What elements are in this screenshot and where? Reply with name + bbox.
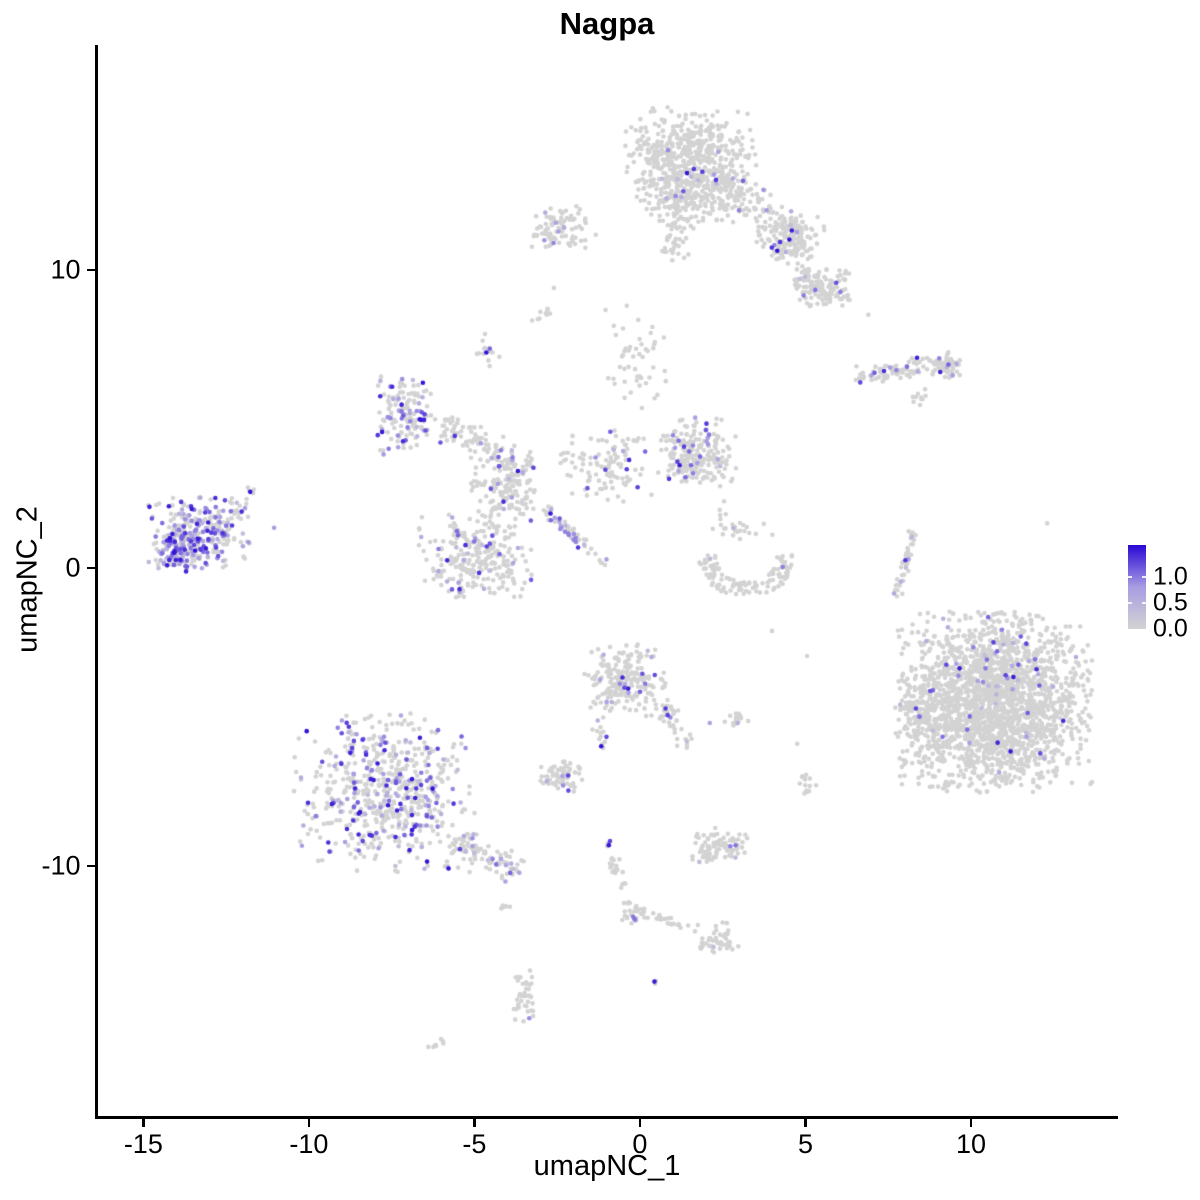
x-axis-line [94, 1115, 1118, 1119]
x-tick-label: 0 [632, 1128, 648, 1159]
x-tick-mark [969, 1118, 973, 1127]
legend-bar-tick [1128, 601, 1132, 604]
legend-tick-label: 0.0 [1153, 614, 1188, 643]
legend-bar-tick [1142, 575, 1146, 578]
x-tick-label: -10 [289, 1128, 329, 1159]
legend-tick-label: 0.5 [1153, 588, 1188, 617]
x-tick-mark [307, 1118, 311, 1127]
x-tick-mark [142, 1118, 145, 1127]
y-tick-mark [86, 268, 95, 272]
legend-tick-label: 1.0 [1153, 562, 1188, 590]
y-tick-label: 10 [50, 254, 81, 285]
colorbar-gradient [1128, 545, 1146, 629]
x-tick-mark [473, 1118, 476, 1127]
y-axis-line [94, 45, 98, 1119]
y-tick-label: -10 [41, 850, 81, 881]
x-tick-label: -5 [462, 1128, 487, 1159]
x-tick-mark [804, 1118, 807, 1127]
x-tick-mark [638, 1118, 642, 1127]
y-tick-mark [86, 864, 95, 868]
y-tick-mark [86, 566, 95, 570]
chart-title: Nagpa [559, 6, 655, 41]
x-axis-title: umapNC_1 [533, 1150, 681, 1182]
y-tick-label: 0 [65, 552, 81, 583]
legend-bar-tick [1128, 575, 1132, 578]
x-tick-label: -15 [123, 1128, 163, 1159]
legend-bar-tick [1142, 601, 1146, 604]
y-axis-title: umapNC_2 [11, 506, 44, 653]
x-tick-label: 5 [797, 1128, 813, 1159]
x-tick-label: 10 [955, 1128, 987, 1159]
